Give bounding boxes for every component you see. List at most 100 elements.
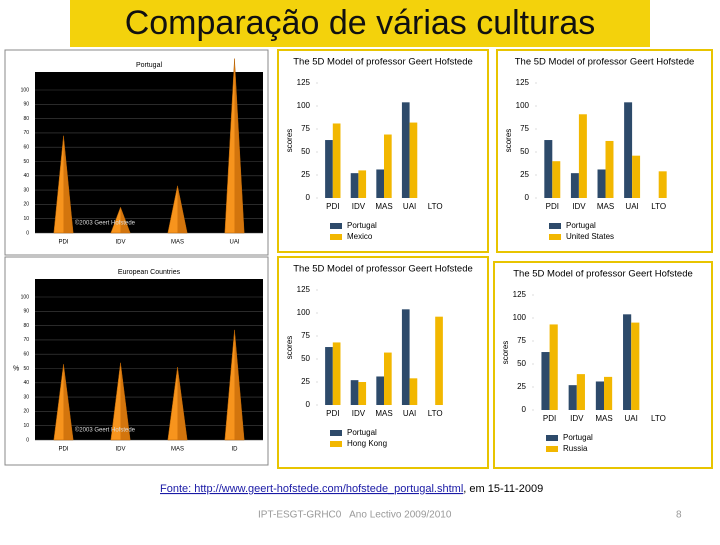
y-tick-label: 10 bbox=[23, 216, 29, 222]
y-tick-label: 25 bbox=[301, 377, 310, 386]
bar bbox=[624, 102, 633, 198]
y-tick-label: 50 bbox=[520, 147, 529, 156]
bar bbox=[568, 385, 577, 410]
y-tick-label: 50 bbox=[517, 359, 526, 368]
bar bbox=[435, 316, 443, 405]
bar bbox=[376, 169, 384, 198]
x-tick-label: UAI bbox=[403, 409, 416, 418]
y-axis-label: scores bbox=[285, 129, 294, 153]
x-tick-label: ID bbox=[232, 447, 239, 453]
bar bbox=[376, 376, 384, 405]
y-axis-label: scores bbox=[501, 341, 510, 365]
chart-title: European Countries bbox=[118, 269, 181, 276]
legend-swatch bbox=[546, 446, 558, 452]
x-tick-label: MAS bbox=[595, 414, 612, 423]
x-tick-label: PDI bbox=[543, 414, 556, 423]
chart-panel bbox=[496, 49, 713, 253]
legend-label: Russia bbox=[563, 444, 588, 453]
y-tick-label: 50 bbox=[301, 354, 310, 363]
x-tick-label: IDV bbox=[352, 409, 366, 418]
y-tick-label: 20 bbox=[23, 202, 29, 208]
legend-swatch bbox=[330, 441, 342, 447]
chart-title: Portugal bbox=[136, 62, 163, 69]
y-tick-label: 50 bbox=[23, 159, 29, 165]
page-number: 8 bbox=[676, 510, 682, 521]
title-band bbox=[70, 0, 650, 47]
y-tick-label: 90 bbox=[23, 309, 29, 315]
cone-shade bbox=[234, 329, 245, 440]
bar bbox=[325, 140, 333, 198]
legend-label: Hong Kong bbox=[347, 439, 387, 448]
x-tick-label: IDV bbox=[570, 414, 584, 423]
x-tick-label: MAS bbox=[171, 447, 184, 453]
y-tick-label: 50 bbox=[23, 366, 29, 372]
bar bbox=[597, 169, 606, 198]
source-link[interactable]: Fonte: http://www.geert-hofstede.com/hof… bbox=[160, 483, 463, 495]
legend-label: Portugal bbox=[563, 433, 593, 442]
bar bbox=[544, 140, 553, 198]
cone-shade bbox=[63, 135, 74, 233]
cone-shade bbox=[234, 58, 245, 233]
y-tick-label: 125 bbox=[513, 290, 527, 299]
legend-swatch bbox=[549, 223, 561, 229]
x-tick-label: MAS bbox=[375, 409, 392, 418]
bar bbox=[332, 123, 341, 198]
bar bbox=[401, 309, 410, 405]
y-tick-label: 0 bbox=[26, 230, 29, 236]
y-tick-label: 100 bbox=[513, 313, 527, 322]
x-tick-label: PDI bbox=[58, 447, 68, 453]
y-axis-label: % bbox=[13, 365, 19, 372]
cone-shade bbox=[177, 185, 188, 233]
x-tick-label: LTO bbox=[428, 409, 443, 418]
x-tick-label: PDI bbox=[58, 240, 68, 246]
y-tick-label: 0 bbox=[26, 437, 29, 443]
cone-shade bbox=[177, 367, 188, 440]
chart-title: The 5D Model of professor Geert Hofstede bbox=[515, 57, 695, 68]
y-tick-label: 100 bbox=[21, 87, 30, 93]
y-tick-label: 40 bbox=[23, 380, 29, 386]
annotation: ©2003 Geert Hofstede bbox=[75, 427, 136, 434]
y-tick-label: 125 bbox=[297, 285, 311, 294]
y-tick-label: 0 bbox=[522, 405, 527, 414]
cone-shade bbox=[120, 362, 131, 440]
x-tick-label: MAS bbox=[171, 240, 184, 246]
y-tick-label: 60 bbox=[23, 352, 29, 358]
chart-panel bbox=[493, 261, 713, 469]
bar bbox=[658, 171, 667, 198]
legend-label: Mexico bbox=[347, 232, 373, 241]
y-tick-label: 100 bbox=[516, 101, 530, 110]
x-tick-label: UAI bbox=[625, 414, 638, 423]
plot-area bbox=[35, 72, 263, 233]
bar bbox=[578, 114, 587, 198]
footer: IPT-ESGT-GRHC0 Ano Lectivo 2009/2010 bbox=[258, 510, 452, 521]
x-tick-label: UAI bbox=[229, 240, 239, 246]
legend-swatch bbox=[330, 234, 342, 240]
bar bbox=[358, 170, 367, 198]
x-tick-label: PDI bbox=[326, 409, 339, 418]
x-tick-label: UAI bbox=[403, 202, 416, 211]
y-axis-label: scores bbox=[285, 336, 294, 360]
y-tick-label: 75 bbox=[517, 336, 526, 345]
x-tick-label: MAS bbox=[597, 202, 614, 211]
bar bbox=[623, 314, 632, 410]
legend-swatch bbox=[549, 234, 561, 240]
y-tick-label: 125 bbox=[297, 78, 311, 87]
y-axis-label: scores bbox=[504, 129, 513, 153]
y-tick-label: 70 bbox=[23, 337, 29, 343]
annotation: ©2003 Geert Hofstede bbox=[75, 220, 136, 227]
chart-panel bbox=[277, 256, 489, 469]
legend-label: United States bbox=[566, 232, 614, 241]
chart-title: The 5D Model of professor Geert Hofstede bbox=[513, 269, 693, 280]
x-tick-label: MAS bbox=[375, 202, 392, 211]
bar bbox=[552, 161, 561, 198]
y-tick-label: 0 bbox=[306, 193, 311, 202]
bar bbox=[325, 347, 333, 405]
y-tick-label: 25 bbox=[301, 170, 310, 179]
y-tick-label: 70 bbox=[23, 130, 29, 136]
legend-label: Portugal bbox=[566, 221, 596, 230]
x-tick-label: LTO bbox=[651, 414, 666, 423]
legend-label: Portugal bbox=[347, 221, 377, 230]
y-tick-label: 75 bbox=[520, 124, 529, 133]
bar bbox=[604, 376, 613, 410]
bar bbox=[409, 378, 418, 405]
